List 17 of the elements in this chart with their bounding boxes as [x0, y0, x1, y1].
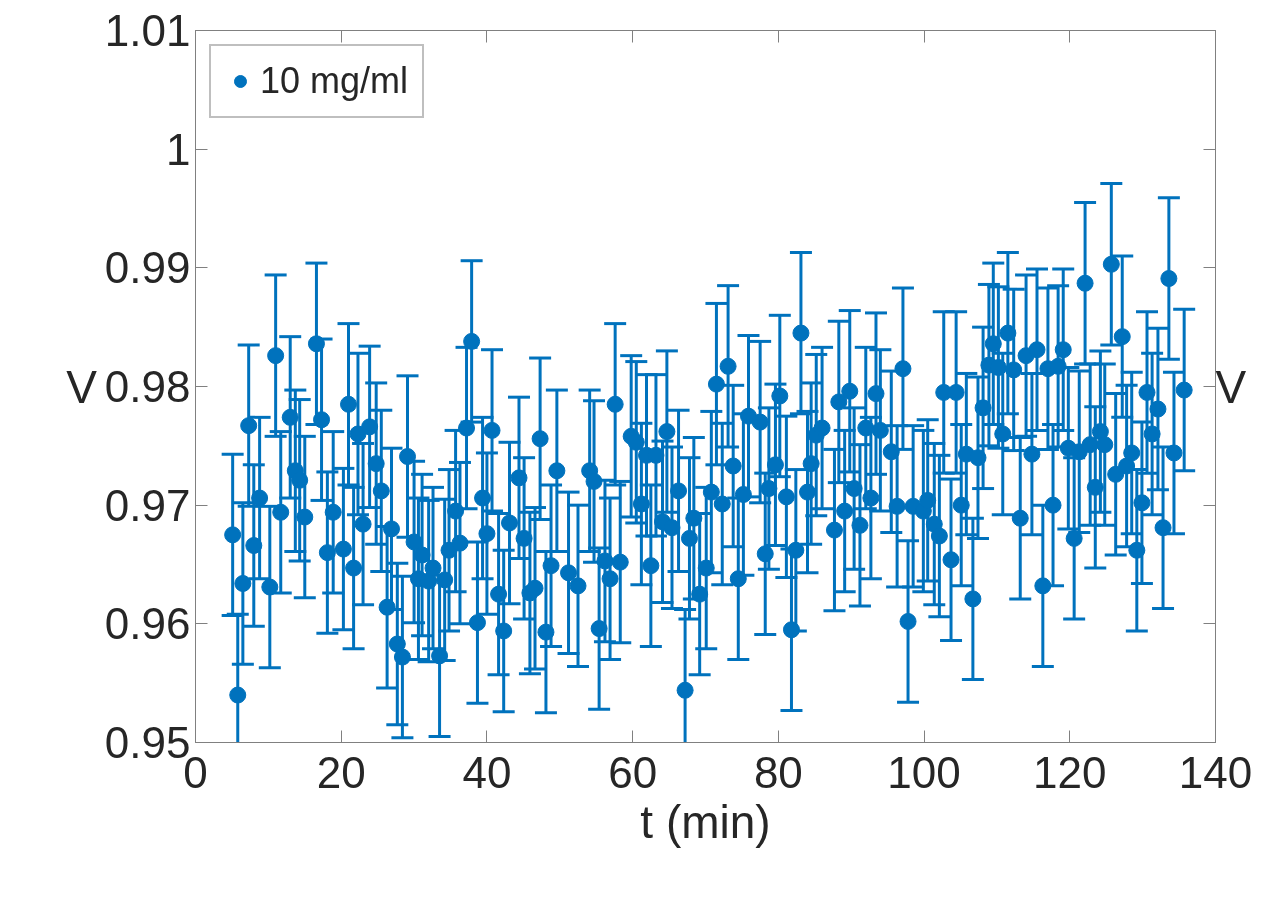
- x-tick-label: 120: [1033, 747, 1107, 797]
- x-axis-title: t (min): [640, 795, 771, 848]
- x-tick-label: 20: [316, 747, 366, 797]
- x-tick-label: 100: [887, 747, 961, 797]
- y-axis-title: V: [66, 360, 98, 413]
- x-tick-label: 80: [753, 747, 803, 797]
- y-tick-label: 1: [166, 124, 191, 174]
- y2-axis-title: V: [1215, 360, 1247, 413]
- y-tick-label: 1.01: [104, 6, 191, 55]
- y-tick-label: 0.96: [104, 599, 191, 649]
- y-tick-label: 0.97: [104, 480, 191, 530]
- y-tick-label: 0.99: [104, 243, 191, 293]
- x-tick-label: 60: [608, 747, 658, 797]
- legend-label: 10 mg/ml: [260, 60, 409, 102]
- y-tick-label: 0.98: [104, 362, 191, 411]
- x-tick-label: 140: [1178, 747, 1253, 797]
- x-tick-label: 40: [462, 747, 512, 797]
